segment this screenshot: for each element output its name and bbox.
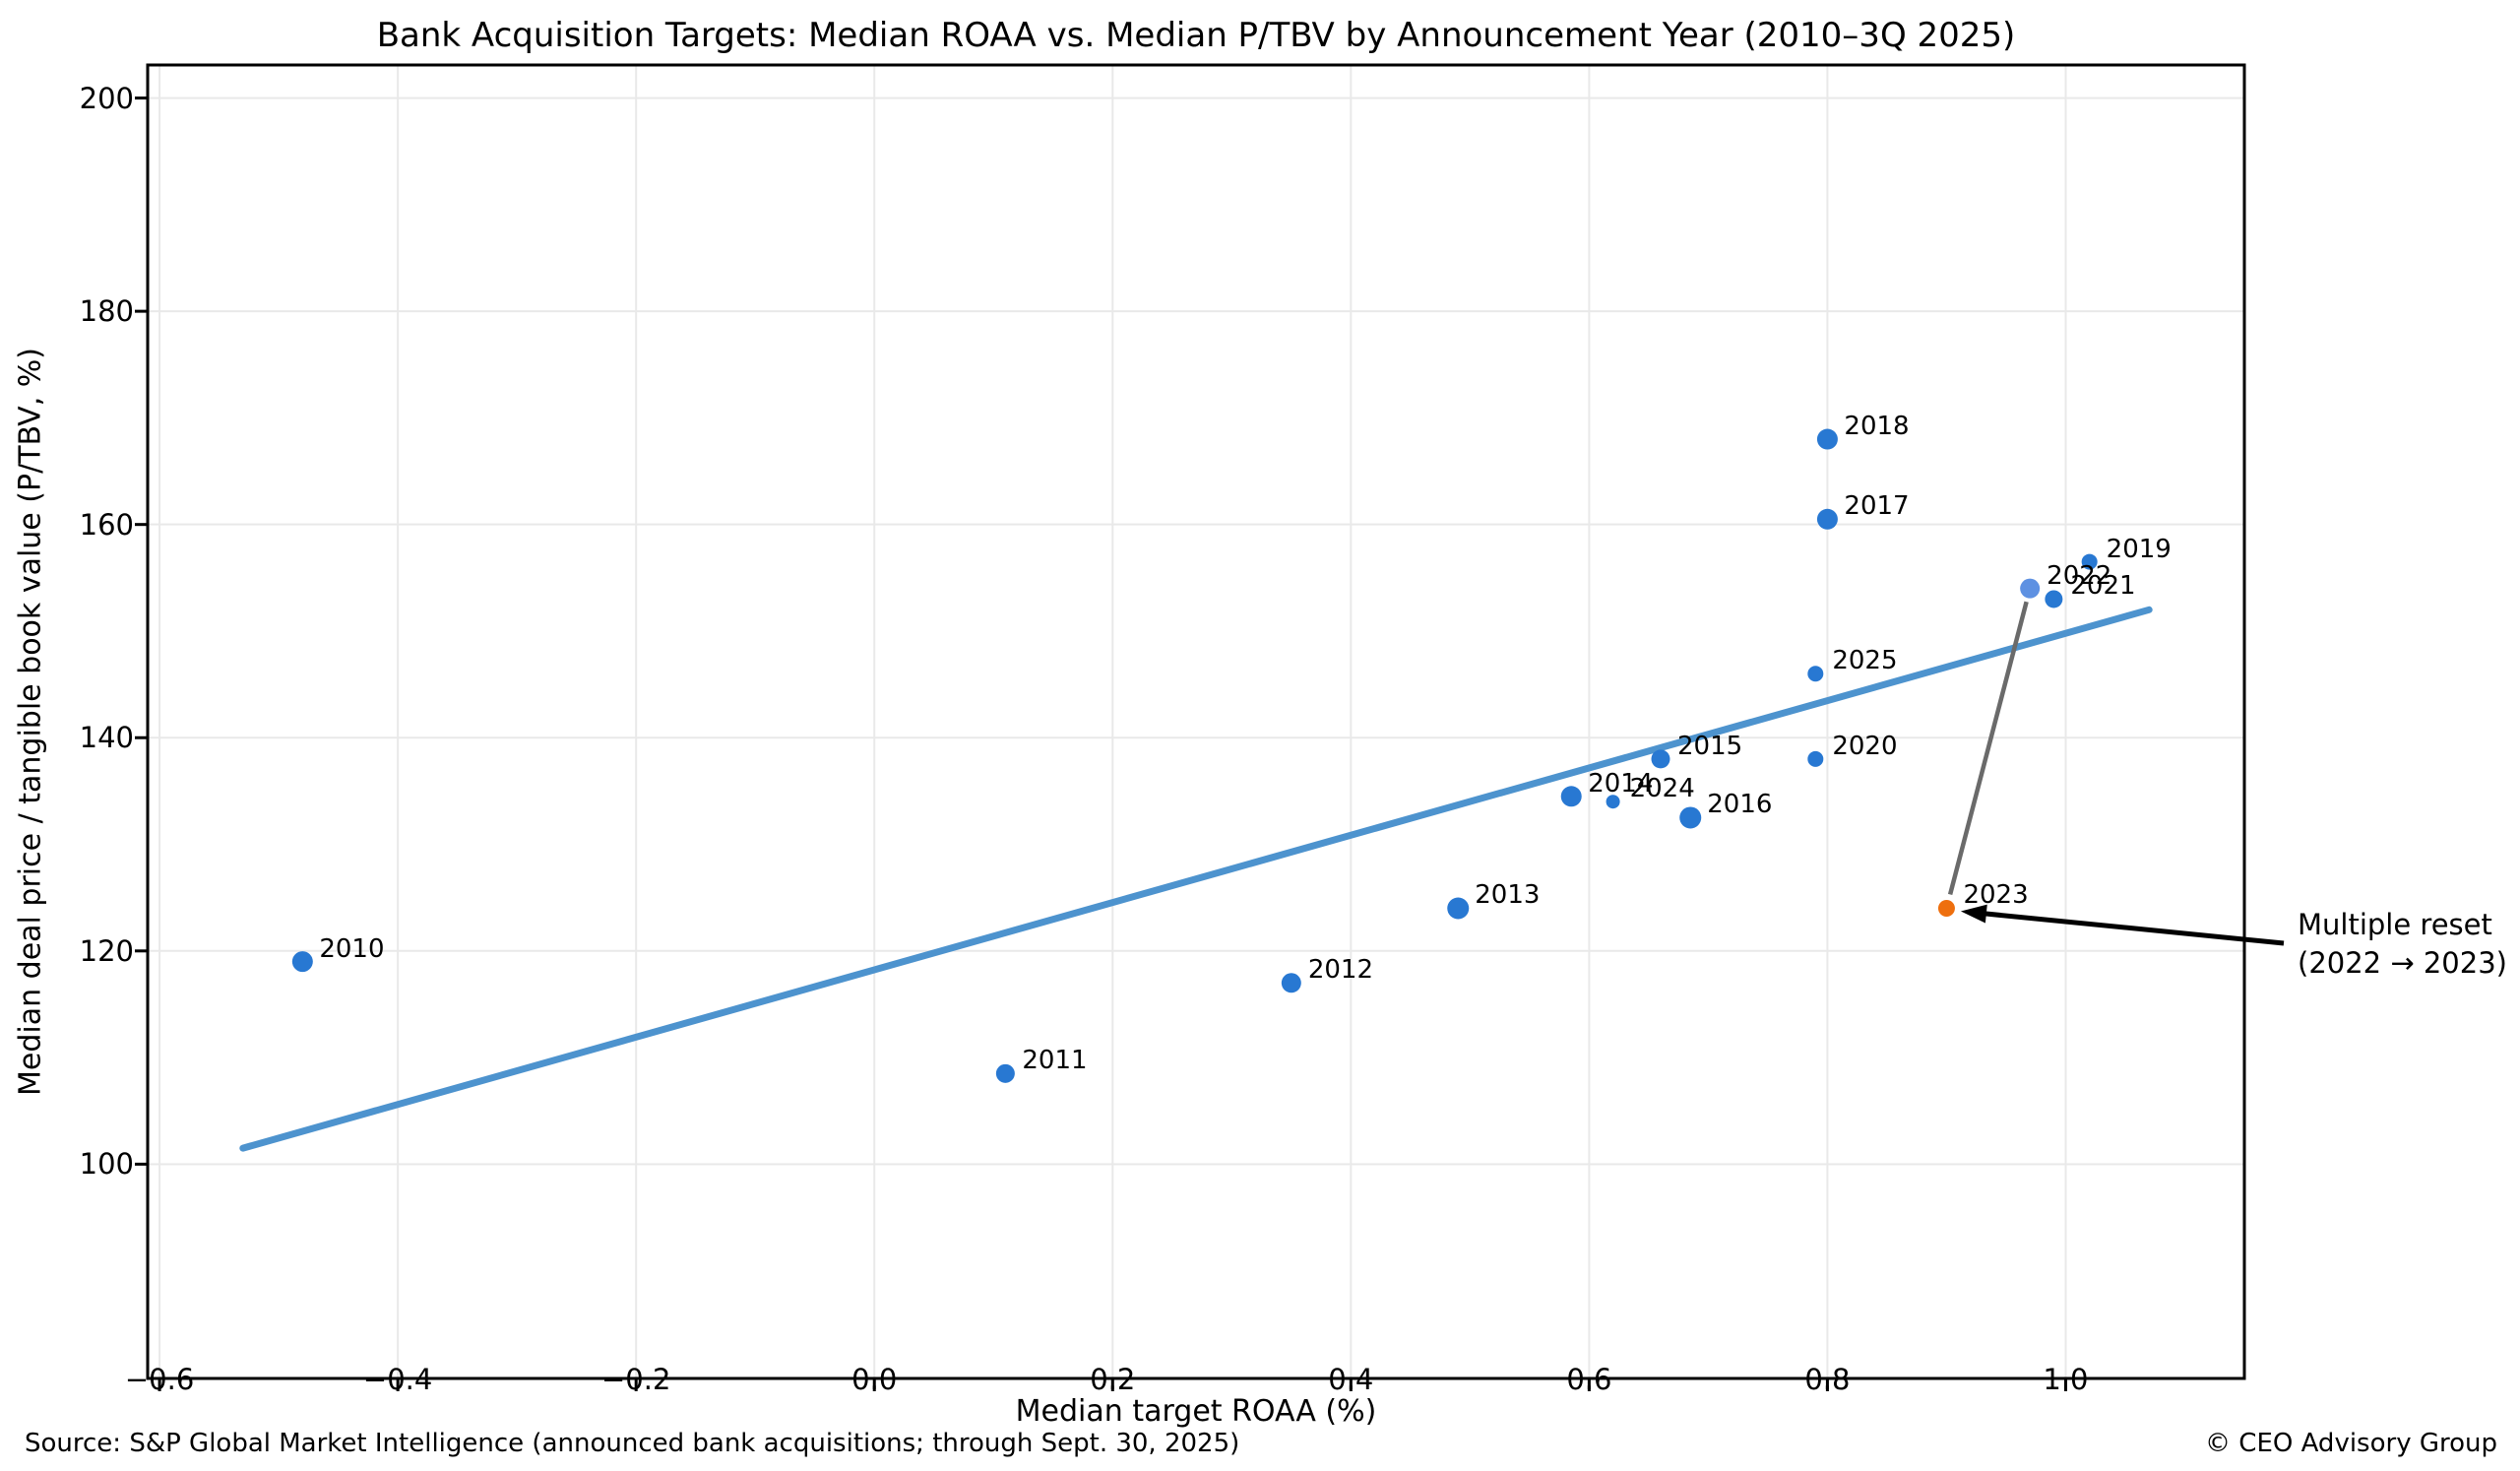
x-tick-label: 0.8 [1804, 1363, 1851, 1396]
point-label-2015: 2015 [1676, 731, 1743, 761]
data-point-2015 [1651, 749, 1670, 769]
annotation-arrow-line [1982, 911, 2285, 946]
point-label-2012: 2012 [1307, 955, 1373, 986]
chart-title: Bank Acquisition Targets: Median ROAA vs… [376, 16, 2016, 55]
data-point-2010 [291, 951, 313, 973]
data-point-2014 [1560, 786, 1582, 807]
point-label-2011: 2011 [1022, 1046, 1088, 1076]
data-point-2025 [1807, 666, 1824, 682]
data-point-2011 [995, 1063, 1015, 1083]
point-label-2020: 2020 [1832, 731, 1898, 761]
point-label-2014: 2014 [1588, 768, 1654, 799]
point-label-2023: 2023 [1963, 880, 2029, 911]
data-point-2012 [1281, 973, 1301, 993]
point-label-2017: 2017 [1844, 491, 1910, 522]
data-point-2016 [1679, 806, 1702, 829]
y-tick-label: 100 [79, 1147, 134, 1182]
y-tick-label: 180 [79, 294, 134, 329]
footer-credit: © CEO Advisory Group [2205, 1429, 2497, 1458]
trendline [239, 606, 2153, 1152]
data-point-2017 [1816, 508, 1838, 530]
data-point-2021 [2045, 590, 2063, 608]
annotation-arrow-head [1960, 904, 1987, 924]
annotation-multiple-reset: Multiple reset (2022 → 2023) [2298, 906, 2507, 983]
x-tick-label: 0.6 [1566, 1363, 1612, 1396]
point-label-2018: 2018 [1844, 412, 1910, 442]
data-point-2013 [1447, 897, 1470, 920]
point-label-2024: 2024 [1629, 774, 1695, 804]
annotation-line2: (2022 → 2023) [2298, 946, 2507, 980]
data-point-2018 [1816, 428, 1838, 450]
data-point-2023 [1937, 899, 1955, 917]
x-tick-label: 0.4 [1328, 1363, 1374, 1396]
y-tick-label: 200 [79, 81, 134, 115]
x-axis-label: Median target ROAA (%) [1015, 1394, 1377, 1429]
y-tick-label: 160 [79, 507, 134, 542]
data-point-2022 [2020, 578, 2041, 599]
x-tick-label: −0.2 [600, 1363, 671, 1396]
x-tick-label: 0.0 [851, 1363, 898, 1396]
y-tick-label: 140 [79, 721, 134, 755]
point-label-2019: 2019 [2106, 534, 2172, 564]
x-tick-label: 0.2 [1090, 1363, 1136, 1396]
data-point-2019 [2081, 553, 2098, 570]
data-point-2024 [1606, 795, 1620, 809]
point-label-2013: 2013 [1475, 880, 1541, 911]
point-label-2010: 2010 [319, 933, 385, 964]
x-tick-label: −0.4 [362, 1363, 433, 1396]
y-tick-label: 120 [79, 933, 134, 968]
point-label-2022: 2022 [2047, 560, 2112, 591]
connector-2022-2023 [1947, 601, 2029, 896]
point-label-2016: 2016 [1707, 790, 1773, 820]
annotation-line1: Multiple reset [2298, 908, 2492, 941]
data-point-2020 [1807, 750, 1824, 767]
x-tick-label: −0.6 [124, 1363, 195, 1396]
point-label-2025: 2025 [1832, 646, 1898, 676]
footer-source: Source: S&P Global Market Intelligence (… [25, 1429, 1240, 1458]
x-tick-label: 1.0 [2043, 1363, 2089, 1396]
point-label-2021: 2021 [2070, 571, 2136, 602]
plot-frame [146, 63, 2246, 1380]
